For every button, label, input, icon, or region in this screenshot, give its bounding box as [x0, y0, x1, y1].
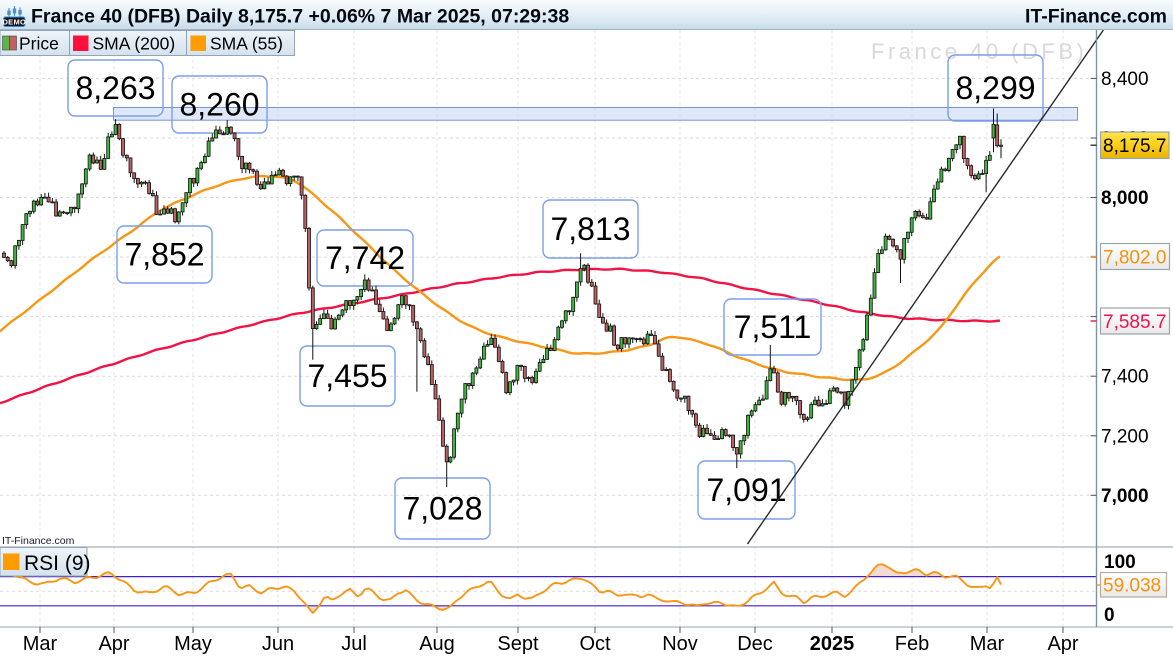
svg-text:8,000: 8,000	[1101, 188, 1149, 209]
svg-text:RSI (9): RSI (9)	[24, 552, 91, 575]
svg-text:Nov: Nov	[662, 633, 698, 655]
svg-text:IT-Finance.com: IT-Finance.com	[1025, 6, 1167, 28]
svg-text:7,200: 7,200	[1101, 426, 1149, 447]
svg-text:2025: 2025	[810, 633, 855, 655]
svg-text:7,091: 7,091	[706, 472, 786, 508]
svg-text:7,455: 7,455	[307, 358, 387, 394]
svg-text:7,813: 7,813	[550, 211, 630, 247]
svg-text:DEMO: DEMO	[2, 18, 26, 27]
svg-text:7,000: 7,000	[1101, 486, 1149, 507]
svg-text:7,400: 7,400	[1101, 367, 1149, 388]
svg-text:7,852: 7,852	[124, 237, 204, 273]
svg-text:Apr: Apr	[1047, 633, 1078, 655]
svg-text:SMA (55): SMA (55)	[210, 34, 283, 54]
svg-text:France 40 (DFB): France 40 (DFB)	[871, 39, 1087, 64]
svg-text:59.038: 59.038	[1103, 576, 1161, 597]
svg-text:Mar: Mar	[970, 633, 1005, 655]
svg-text:8,260: 8,260	[179, 87, 259, 123]
svg-text:SMA (200): SMA (200)	[93, 34, 176, 54]
svg-text:100: 100	[1104, 552, 1136, 573]
svg-text:Jun: Jun	[262, 633, 294, 655]
svg-text:Mar: Mar	[23, 633, 58, 655]
svg-text:Jul: Jul	[341, 633, 367, 655]
svg-text:7,802.0: 7,802.0	[1103, 248, 1166, 269]
svg-text:Sept: Sept	[497, 633, 539, 655]
svg-text:8,175.7: 8,175.7	[1103, 136, 1166, 157]
svg-text:8,299: 8,299	[955, 70, 1035, 106]
svg-text:Aug: Aug	[419, 633, 455, 655]
svg-text:8,263: 8,263	[75, 70, 155, 106]
svg-text:Price: Price	[19, 34, 59, 54]
svg-text:7,585.7: 7,585.7	[1103, 312, 1166, 333]
svg-text:Oct: Oct	[579, 633, 611, 655]
svg-text:France 40 (DFB) Daily 8,175.7: France 40 (DFB) Daily 8,175.7 +0.06% 7 M…	[31, 6, 569, 28]
svg-text:IT-Finance.com: IT-Finance.com	[2, 535, 75, 547]
svg-text:7,511: 7,511	[734, 309, 812, 345]
svg-text:Apr: Apr	[98, 633, 129, 655]
svg-text:May: May	[174, 633, 212, 655]
svg-text:7,028: 7,028	[402, 491, 482, 527]
svg-text:Feb: Feb	[895, 633, 929, 655]
svg-text:8,400: 8,400	[1101, 69, 1149, 90]
svg-text:7,742: 7,742	[325, 240, 405, 276]
svg-text:0: 0	[1104, 605, 1115, 626]
svg-text:Dec: Dec	[737, 633, 773, 655]
